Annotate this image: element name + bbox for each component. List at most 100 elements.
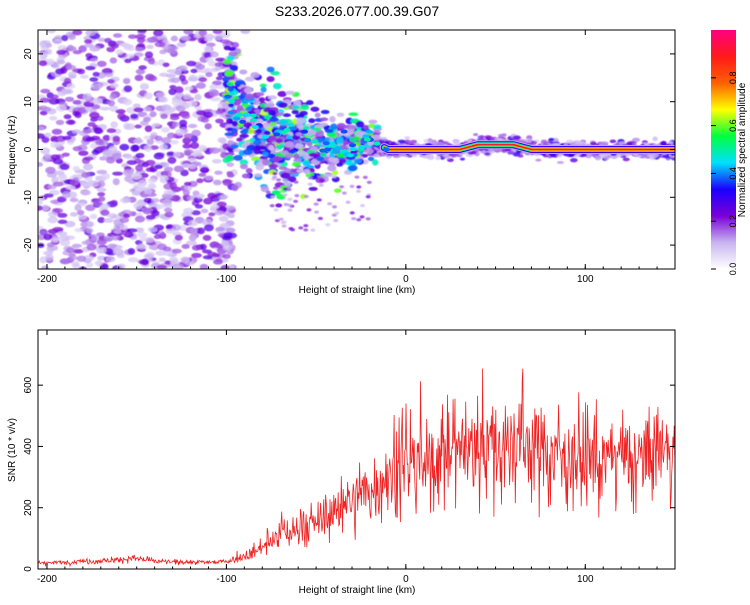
spectrogram-cell xyxy=(183,93,192,100)
spectrogram-hotspot xyxy=(276,144,284,149)
spectrogram-cell xyxy=(179,256,190,264)
spectrogram-cell xyxy=(191,129,201,137)
spectrogram-cell xyxy=(303,224,309,228)
spectrogram-cell xyxy=(273,186,279,190)
spectrogram-cell xyxy=(43,156,52,161)
spectrogram-cell xyxy=(367,140,375,146)
spectrogram-cell xyxy=(43,106,52,112)
spectrogram-cell xyxy=(362,125,370,130)
spectrogram-cell xyxy=(164,211,174,218)
spectrogram-cell xyxy=(355,130,365,137)
spectrogram-cell xyxy=(65,184,76,191)
spectrogram-cell xyxy=(43,250,54,256)
x-tick-label: -100 xyxy=(216,274,236,285)
spectrogram-cell xyxy=(294,143,304,149)
spectrogram-cell xyxy=(56,104,67,112)
spectrogram-cell xyxy=(161,137,172,144)
spectrogram-cell xyxy=(45,48,53,55)
spectrogram-cell xyxy=(262,151,269,157)
spectrogram-cell xyxy=(291,171,297,176)
spectrogram-cell xyxy=(226,81,235,86)
spectrogram-cell xyxy=(303,155,312,160)
y-tick-label: 10 xyxy=(23,96,34,108)
spectrogram-cell xyxy=(243,148,253,156)
spectrogram-cell xyxy=(153,152,165,160)
spectrogram-cell xyxy=(329,116,336,123)
spectrogram-cell xyxy=(112,178,120,186)
spectrogram-cell xyxy=(423,139,430,143)
spectrogram-cell xyxy=(183,148,194,155)
spectrogram-cell xyxy=(166,73,176,78)
spectrogram-hotspot xyxy=(283,127,291,132)
spectrogram-cell xyxy=(89,77,99,82)
spectrogram-cell xyxy=(43,153,52,158)
spectrogram-x-axis: -200 -100 0 100 xyxy=(37,30,676,285)
spectrogram-cell xyxy=(159,49,167,55)
spectrogram-cell xyxy=(156,204,165,210)
spectrogram-cell xyxy=(298,150,307,157)
spectrogram-cell xyxy=(72,50,82,55)
spectrogram-cell xyxy=(355,120,365,128)
spectrogram-cell xyxy=(215,226,226,234)
spectrogram-cell xyxy=(165,228,176,234)
spectrogram-cell xyxy=(594,155,602,161)
spectrogram-cell xyxy=(154,41,166,48)
spectrogram-cell xyxy=(292,105,300,110)
spectrogram-cell xyxy=(84,39,93,44)
spectrogram-cell xyxy=(196,178,204,184)
spectrogram-cell xyxy=(336,112,345,117)
spectrogram-cell xyxy=(166,151,175,156)
spectrogram-cell xyxy=(163,190,174,195)
spectrogram-cell xyxy=(267,109,276,116)
spectrogram-cell xyxy=(106,128,117,134)
spectrogram-cell xyxy=(189,141,200,150)
spectrogram-cell xyxy=(126,159,138,166)
spectrogram-cell xyxy=(77,209,85,216)
spectrogram-cell xyxy=(263,108,270,113)
spectrogram-cell xyxy=(282,193,288,197)
spectrogram-cell xyxy=(542,154,549,158)
spectrogram-cell xyxy=(365,195,371,199)
figure-title: S233.2026.077.00.39.G07 xyxy=(275,3,439,19)
spectrogram-cell xyxy=(147,75,158,82)
spectrogram-cell xyxy=(291,161,301,167)
spectrogram-hotspot xyxy=(261,134,269,139)
spectrogram-cell xyxy=(72,30,83,36)
spectrogram-cell xyxy=(253,148,262,155)
spectrogram-cell xyxy=(217,137,227,144)
spectrogram-cell xyxy=(253,173,263,177)
spectrogram-cell xyxy=(60,67,68,74)
spectrogram-cell xyxy=(226,162,235,167)
spectrogram-cell xyxy=(171,99,182,106)
spectrogram-hotspot xyxy=(233,116,241,121)
spectrogram-cell xyxy=(362,175,368,179)
spectrogram-cell xyxy=(368,119,378,125)
spectrogram-cell xyxy=(293,153,300,160)
spectrogram-cell xyxy=(222,253,231,259)
spectrogram-cell xyxy=(146,44,155,50)
spectrogram-cell xyxy=(163,109,174,115)
spectrogram-cell xyxy=(286,188,292,192)
spectrogram-cell xyxy=(244,76,255,82)
spectrogram-cell xyxy=(97,180,106,188)
spectrogram-cell xyxy=(227,86,234,92)
spectrogram-cell xyxy=(274,219,280,223)
spectrogram-cell xyxy=(91,234,99,242)
spectrogram-cell xyxy=(211,158,222,164)
snr-xlabel: Height of straight line (km) xyxy=(299,585,416,596)
spectrogram-cell xyxy=(295,117,306,124)
spectrogram-cell xyxy=(199,263,209,269)
spectrogram-cell xyxy=(278,166,288,171)
spectrogram-cell xyxy=(466,139,473,143)
spectrogram-cell xyxy=(299,110,308,116)
spectrogram-cell xyxy=(80,189,92,196)
spectrogram-cell xyxy=(123,122,131,130)
spectrogram-cell xyxy=(96,232,105,237)
spectrogram-cell xyxy=(231,42,240,49)
spectrogram-cell xyxy=(116,253,125,259)
spectrogram-cell xyxy=(183,181,192,187)
spectrogram-cell xyxy=(57,44,68,51)
spectrogram-cell xyxy=(356,185,362,189)
spectrogram-cell xyxy=(89,111,100,119)
ridge-line xyxy=(383,143,675,151)
